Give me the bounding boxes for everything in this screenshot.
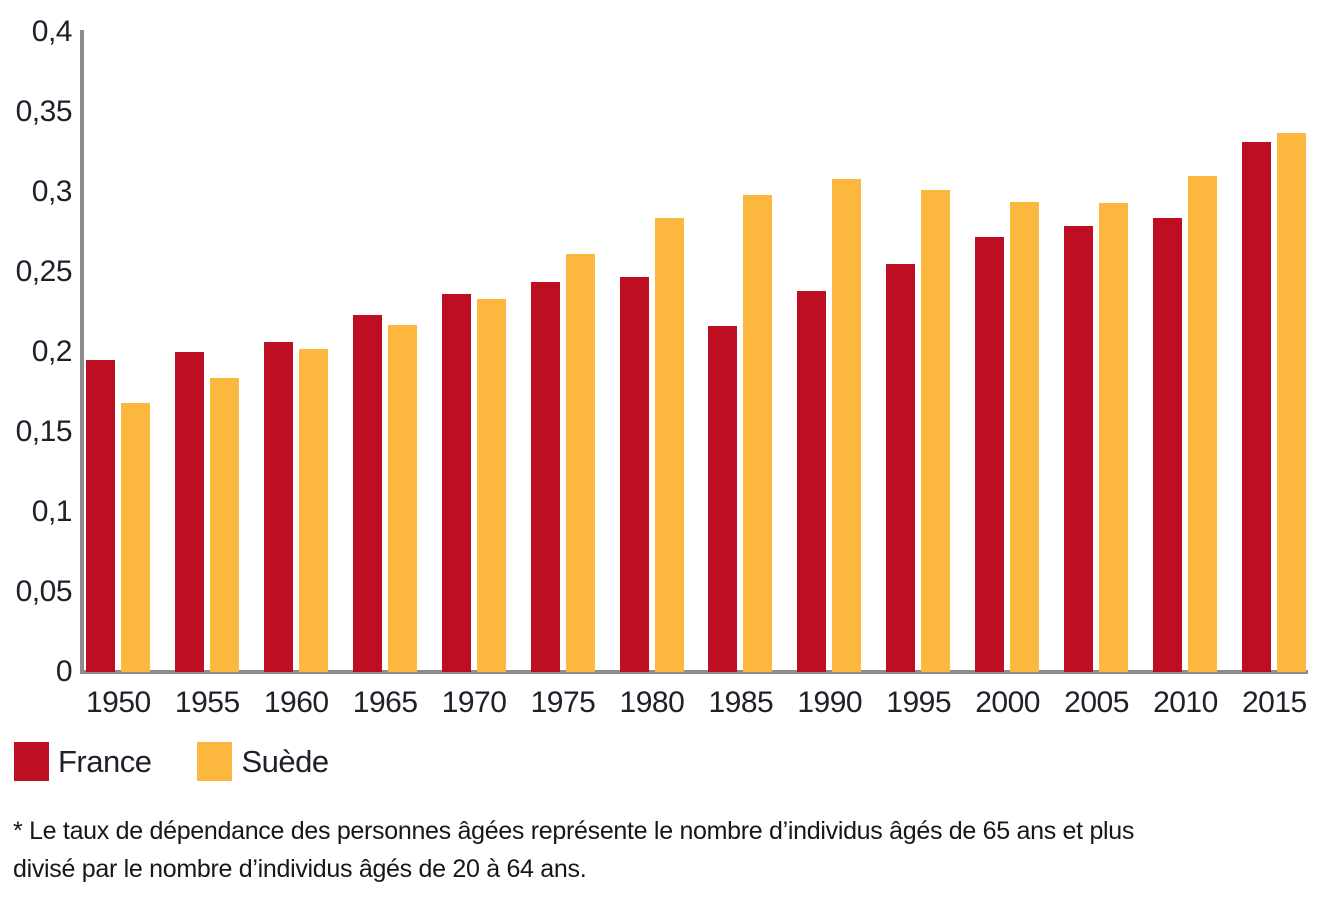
- legend-item-france: France: [14, 742, 152, 781]
- bar-group-1965: [352, 32, 417, 672]
- bar-france-1960: [263, 342, 293, 672]
- y-tick-label-0: 0: [55, 655, 73, 688]
- x-tick-label-1955: 1955: [174, 686, 240, 719]
- y-tick-label-0_4: 0,4: [31, 15, 73, 48]
- x-tick-label-2005: 2005: [1064, 686, 1129, 719]
- bar-france-1965: [352, 315, 382, 672]
- legend-item-sude: Suède: [197, 742, 329, 781]
- bar-group-1990: [797, 32, 862, 672]
- bar-group-1995: [886, 32, 951, 672]
- bar-sude-1960: [298, 348, 328, 672]
- bar-sude-1970: [476, 299, 506, 672]
- bar-group-1970: [441, 32, 506, 672]
- bar-group-1980: [619, 32, 684, 672]
- bar-group-1975: [530, 32, 595, 672]
- x-tick-label-2015: 2015: [1241, 686, 1307, 719]
- y-tick-label-0_3: 0,3: [31, 175, 73, 208]
- x-tick-label-1950: 1950: [86, 686, 151, 719]
- legend-swatch-suede: [197, 742, 233, 781]
- bar-france-1995: [886, 264, 916, 672]
- bar-sude-1980: [654, 217, 684, 672]
- bar-group-1985: [708, 32, 773, 672]
- bar-sude-2015: [1276, 132, 1306, 672]
- bar-sude-2010: [1188, 176, 1218, 672]
- bar-france-1975: [530, 281, 560, 672]
- x-tick-label-1975: 1975: [530, 686, 596, 719]
- y-tick-label-0_2: 0,2: [31, 335, 73, 368]
- bar-group-1955: [174, 32, 239, 672]
- footnote-line-2: divisé par le nombre d’individus âgés de…: [13, 855, 587, 883]
- y-tick-label-0_1: 0,1: [31, 495, 73, 528]
- x-tick-label-1970: 1970: [441, 686, 507, 719]
- x-axis-line: [80, 670, 1308, 674]
- bar-france-1985: [708, 326, 738, 672]
- bar-france-2010: [1153, 217, 1183, 672]
- bar-france-1980: [619, 276, 649, 672]
- bar-france-1955: [174, 352, 204, 672]
- x-tick-label-1960: 1960: [263, 686, 329, 719]
- y-tick-label-0_35: 0,35: [15, 95, 73, 128]
- x-tick-label-1965: 1965: [352, 686, 418, 719]
- bar-france-2015: [1241, 142, 1271, 672]
- bar-sude-2000: [1010, 201, 1040, 672]
- bar-sude-1950: [121, 403, 150, 672]
- bar-group-2005: [1064, 32, 1129, 672]
- bar-france-2000: [975, 236, 1005, 672]
- legend-swatch-france: [14, 742, 49, 781]
- bar-france-1950: [86, 360, 115, 672]
- bar-group-1960: [263, 32, 328, 672]
- bar-sude-1985: [743, 195, 773, 672]
- legend-label: France: [58, 743, 152, 779]
- bar-sude-1990: [832, 179, 862, 672]
- legend-label: Suède: [241, 743, 329, 779]
- x-tick-label-2010: 2010: [1153, 686, 1218, 719]
- y-tick-label-0_25: 0,25: [15, 255, 73, 288]
- bar-group-2010: [1153, 32, 1218, 672]
- bar-france-1970: [441, 294, 471, 672]
- y-tick-label-0_15: 0,15: [15, 415, 73, 448]
- footnote-line-1: * Le taux de dépendance des personnes âg…: [13, 817, 1135, 845]
- bar-france-2005: [1064, 225, 1094, 672]
- x-tick-label-1990: 1990: [797, 686, 863, 719]
- bar-group-2015: [1241, 32, 1306, 672]
- bar-sude-1995: [921, 190, 951, 672]
- y-axis-line: [80, 30, 84, 674]
- y-tick-label-0_05: 0,05: [15, 575, 73, 608]
- bars-area: [86, 32, 1306, 672]
- x-tick-label-1985: 1985: [708, 686, 774, 719]
- bar-group-2000: [975, 32, 1040, 672]
- bar-group-1950: [86, 32, 150, 672]
- bar-sude-1975: [565, 254, 595, 672]
- x-axis-tick-labels: 1950 1955 1960 1965 1970 1975 1980 1985 1990 1995…: [86, 686, 1307, 720]
- x-tick-label-1980: 1980: [619, 686, 685, 719]
- x-tick-label-1995: 1995: [886, 686, 952, 719]
- footnote: * Le taux de dépendance des personnes âg…: [13, 812, 1328, 888]
- bar-sude-1965: [387, 324, 417, 672]
- legend: France Suède: [14, 742, 329, 781]
- bar-france-1990: [797, 291, 827, 672]
- x-tick-label-2000: 2000: [975, 686, 1040, 719]
- bar-sude-2005: [1099, 203, 1129, 672]
- bar-sude-1955: [209, 377, 239, 672]
